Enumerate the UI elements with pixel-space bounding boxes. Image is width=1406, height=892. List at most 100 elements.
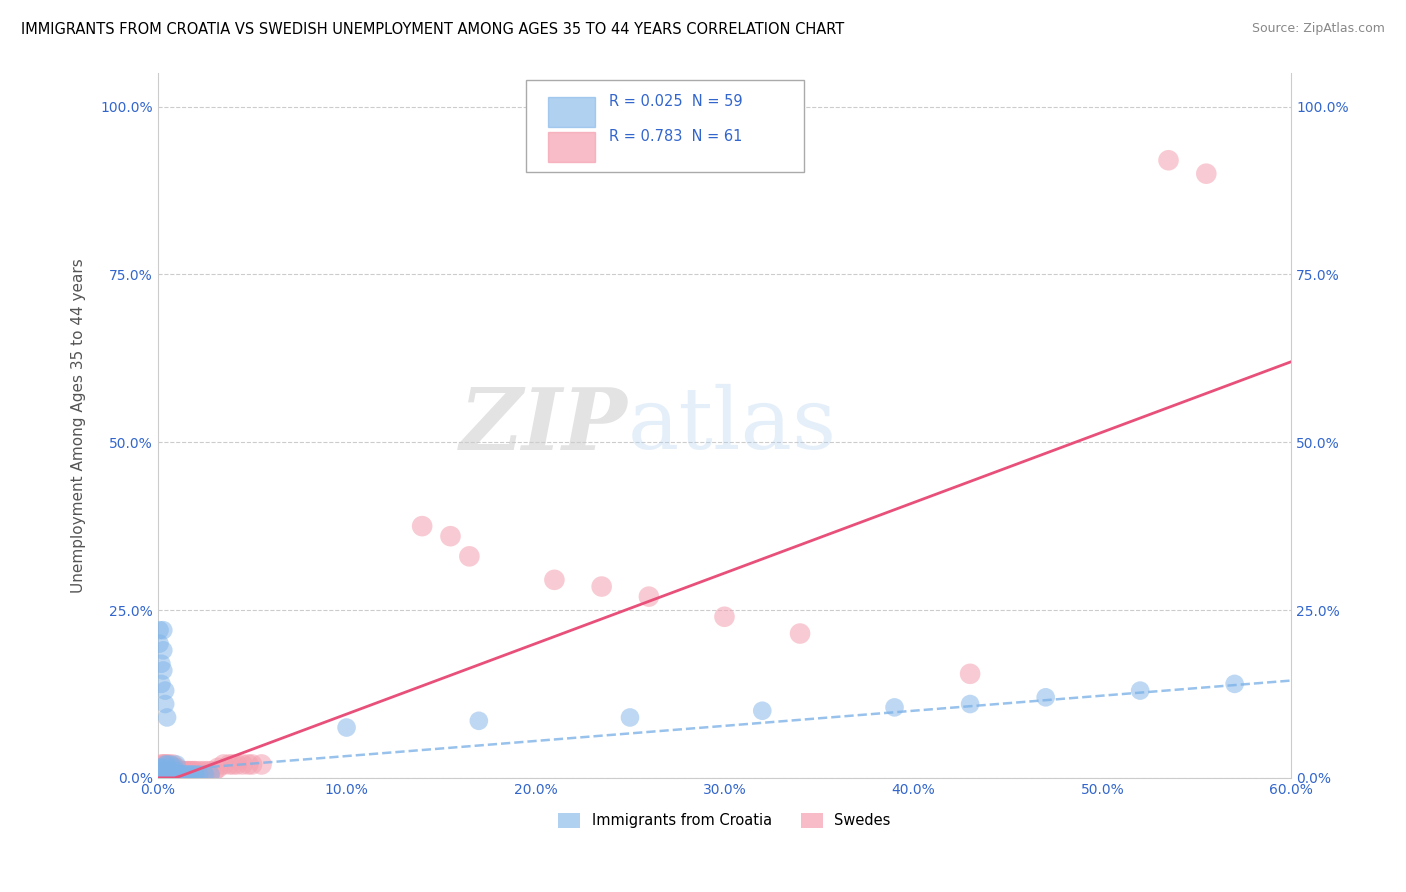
- Point: [153, 757, 176, 772]
- Point: [152, 664, 174, 678]
- Point: [156, 757, 179, 772]
- Point: [1223, 677, 1246, 691]
- Point: [163, 761, 186, 775]
- Point: [152, 623, 174, 637]
- Point: [156, 710, 179, 724]
- Point: [150, 657, 173, 671]
- Point: [172, 767, 194, 781]
- Point: [180, 767, 202, 781]
- Point: [458, 549, 481, 564]
- Point: [179, 767, 201, 781]
- Point: [179, 764, 201, 779]
- Point: [148, 767, 170, 781]
- Point: [183, 764, 205, 779]
- Point: [150, 764, 173, 779]
- Point: [148, 764, 170, 779]
- Point: [160, 767, 183, 781]
- Text: atlas: atlas: [628, 384, 837, 467]
- Point: [883, 700, 905, 714]
- Y-axis label: Unemployment Among Ages 35 to 44 years: Unemployment Among Ages 35 to 44 years: [72, 258, 86, 593]
- Point: [232, 757, 254, 772]
- Point: [157, 757, 180, 772]
- Point: [162, 757, 184, 772]
- Point: [638, 590, 661, 604]
- Point: [212, 757, 235, 772]
- Text: R = 0.025  N = 59: R = 0.025 N = 59: [609, 94, 742, 109]
- Point: [153, 697, 176, 711]
- Point: [150, 757, 173, 772]
- Point: [152, 761, 174, 775]
- Text: Source: ZipAtlas.com: Source: ZipAtlas.com: [1251, 22, 1385, 36]
- Point: [156, 767, 179, 781]
- Point: [411, 519, 433, 533]
- Text: IMMIGRANTS FROM CROATIA VS SWEDISH UNEMPLOYMENT AMONG AGES 35 TO 44 YEARS CORREL: IMMIGRANTS FROM CROATIA VS SWEDISH UNEMP…: [21, 22, 845, 37]
- Point: [162, 764, 184, 779]
- Point: [152, 764, 174, 779]
- Point: [619, 710, 641, 724]
- Point: [335, 721, 357, 735]
- Text: R = 0.783  N = 61: R = 0.783 N = 61: [609, 129, 742, 144]
- Point: [167, 767, 190, 781]
- Point: [156, 757, 179, 772]
- Point: [202, 764, 225, 779]
- Point: [152, 767, 174, 781]
- Point: [1035, 690, 1057, 705]
- Point: [157, 764, 180, 779]
- Point: [959, 666, 981, 681]
- Point: [177, 767, 200, 781]
- Text: ZIP: ZIP: [460, 384, 628, 467]
- Point: [166, 767, 188, 781]
- Point: [152, 757, 174, 772]
- Point: [195, 764, 218, 779]
- Point: [250, 757, 273, 772]
- Point: [172, 764, 194, 779]
- Point: [166, 761, 188, 775]
- Point: [789, 626, 811, 640]
- Point: [148, 761, 170, 775]
- Point: [169, 767, 191, 781]
- Point: [150, 767, 173, 781]
- Point: [207, 761, 229, 775]
- Point: [166, 757, 188, 772]
- Point: [166, 767, 188, 781]
- Point: [160, 764, 183, 779]
- Point: [167, 767, 190, 781]
- Point: [157, 767, 180, 781]
- Point: [152, 767, 174, 781]
- Point: [959, 697, 981, 711]
- Point: [1157, 153, 1180, 168]
- Point: [222, 757, 245, 772]
- Point: [148, 767, 170, 781]
- Point: [184, 767, 207, 781]
- Point: [174, 764, 197, 779]
- Point: [173, 764, 195, 779]
- Point: [191, 764, 214, 779]
- Point: [150, 761, 173, 775]
- Point: [156, 764, 179, 779]
- Point: [152, 643, 174, 657]
- FancyBboxPatch shape: [547, 97, 595, 127]
- Point: [543, 573, 565, 587]
- Point: [166, 764, 188, 779]
- Point: [152, 764, 174, 779]
- Point: [591, 580, 613, 594]
- Point: [160, 767, 183, 781]
- Point: [240, 757, 263, 772]
- Point: [162, 767, 184, 781]
- Point: [150, 764, 173, 779]
- Point: [163, 761, 186, 775]
- Point: [200, 767, 222, 781]
- Point: [156, 767, 179, 781]
- Point: [188, 767, 211, 781]
- Point: [174, 767, 197, 781]
- FancyBboxPatch shape: [547, 132, 595, 161]
- Point: [153, 683, 176, 698]
- Point: [153, 767, 176, 781]
- Point: [148, 637, 170, 651]
- Point: [226, 757, 249, 772]
- Point: [160, 757, 183, 772]
- FancyBboxPatch shape: [526, 80, 804, 171]
- Point: [1195, 167, 1218, 181]
- Point: [184, 764, 207, 779]
- Point: [180, 764, 202, 779]
